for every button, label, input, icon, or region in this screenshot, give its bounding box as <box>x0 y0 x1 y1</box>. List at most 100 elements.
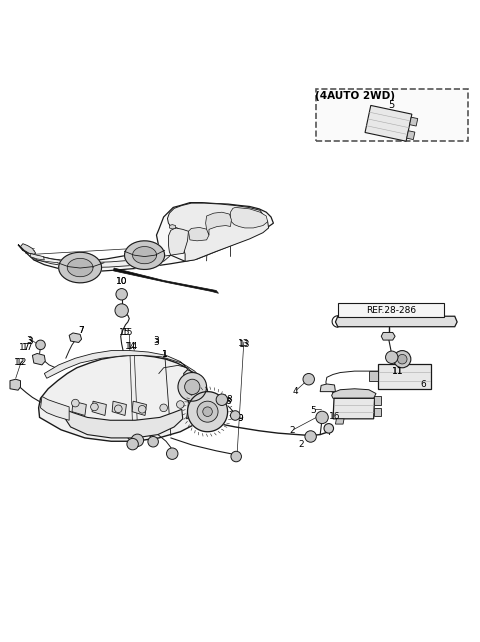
Polygon shape <box>332 389 376 398</box>
Text: 3: 3 <box>154 336 159 345</box>
Polygon shape <box>30 254 44 260</box>
Circle shape <box>138 406 146 413</box>
Polygon shape <box>30 255 171 268</box>
Polygon shape <box>40 396 69 421</box>
Polygon shape <box>92 401 107 415</box>
Text: 17: 17 <box>22 343 34 352</box>
Text: 15: 15 <box>119 328 130 337</box>
Circle shape <box>160 404 168 412</box>
Polygon shape <box>38 356 205 441</box>
Circle shape <box>316 411 328 424</box>
Polygon shape <box>33 354 45 365</box>
Circle shape <box>324 424 334 433</box>
Polygon shape <box>18 203 274 272</box>
Polygon shape <box>230 207 268 228</box>
Text: 3: 3 <box>26 336 32 345</box>
Bar <box>338 303 444 317</box>
Polygon shape <box>69 333 82 342</box>
Circle shape <box>131 434 144 446</box>
Text: 5: 5 <box>311 406 316 415</box>
Circle shape <box>231 451 241 462</box>
Circle shape <box>148 437 158 447</box>
Circle shape <box>115 405 122 413</box>
Bar <box>369 370 378 381</box>
Text: 14: 14 <box>127 342 138 351</box>
Text: 8: 8 <box>227 395 232 404</box>
Text: 2: 2 <box>290 426 295 435</box>
Text: 1: 1 <box>162 350 168 359</box>
Polygon shape <box>125 241 165 270</box>
Text: 11: 11 <box>392 367 403 376</box>
Bar <box>373 396 381 404</box>
Polygon shape <box>21 244 36 254</box>
Circle shape <box>167 448 178 460</box>
Text: 8: 8 <box>225 397 231 406</box>
Polygon shape <box>188 392 228 431</box>
Text: 6: 6 <box>421 381 427 390</box>
Text: 13: 13 <box>238 340 250 349</box>
Circle shape <box>216 394 228 406</box>
Circle shape <box>36 340 45 350</box>
Circle shape <box>178 372 206 401</box>
Circle shape <box>177 401 184 408</box>
Polygon shape <box>114 268 218 293</box>
Polygon shape <box>320 384 336 392</box>
Text: 11: 11 <box>392 367 403 376</box>
Circle shape <box>305 431 316 442</box>
Circle shape <box>91 403 98 411</box>
Polygon shape <box>407 131 415 139</box>
Text: 3: 3 <box>154 338 159 347</box>
Polygon shape <box>132 247 156 264</box>
Text: 2: 2 <box>298 440 304 449</box>
Polygon shape <box>132 401 146 415</box>
Text: 10: 10 <box>116 277 127 286</box>
Text: 4: 4 <box>292 387 298 396</box>
Polygon shape <box>67 258 93 277</box>
Polygon shape <box>59 252 102 283</box>
Polygon shape <box>365 105 412 141</box>
Circle shape <box>72 399 79 407</box>
Polygon shape <box>44 351 202 401</box>
Polygon shape <box>168 203 269 261</box>
Text: 13: 13 <box>239 340 251 349</box>
Polygon shape <box>336 317 457 327</box>
Polygon shape <box>381 333 395 340</box>
Polygon shape <box>333 398 374 419</box>
Text: 17: 17 <box>19 343 30 352</box>
Text: 7: 7 <box>79 326 84 335</box>
Circle shape <box>394 351 411 368</box>
Text: 1: 1 <box>162 350 168 359</box>
Polygon shape <box>168 228 189 255</box>
Text: 12: 12 <box>14 358 25 367</box>
Text: REF.28-286: REF.28-286 <box>366 306 416 315</box>
Circle shape <box>385 351 398 363</box>
Polygon shape <box>336 419 344 424</box>
Text: 5: 5 <box>389 100 395 110</box>
Text: 3: 3 <box>27 336 33 345</box>
Text: (4AUTO 2WD): (4AUTO 2WD) <box>314 91 395 101</box>
Circle shape <box>185 379 200 394</box>
Text: 15: 15 <box>122 328 133 337</box>
Circle shape <box>397 354 407 364</box>
Text: 16: 16 <box>329 412 340 421</box>
Polygon shape <box>189 227 209 241</box>
Polygon shape <box>64 410 183 438</box>
Polygon shape <box>10 379 21 390</box>
Circle shape <box>127 438 138 450</box>
Text: 9: 9 <box>237 414 243 423</box>
Circle shape <box>203 407 212 417</box>
Polygon shape <box>378 364 431 389</box>
Text: 10: 10 <box>116 277 127 286</box>
Circle shape <box>116 288 127 300</box>
Polygon shape <box>72 401 86 415</box>
Polygon shape <box>112 401 126 415</box>
Circle shape <box>115 304 128 317</box>
Polygon shape <box>169 225 176 229</box>
Text: 14: 14 <box>124 342 136 351</box>
Text: 12: 12 <box>16 358 27 367</box>
FancyBboxPatch shape <box>316 89 468 141</box>
Polygon shape <box>409 117 418 126</box>
Text: 9: 9 <box>237 414 243 423</box>
Text: 7: 7 <box>79 326 84 335</box>
Polygon shape <box>205 213 231 235</box>
